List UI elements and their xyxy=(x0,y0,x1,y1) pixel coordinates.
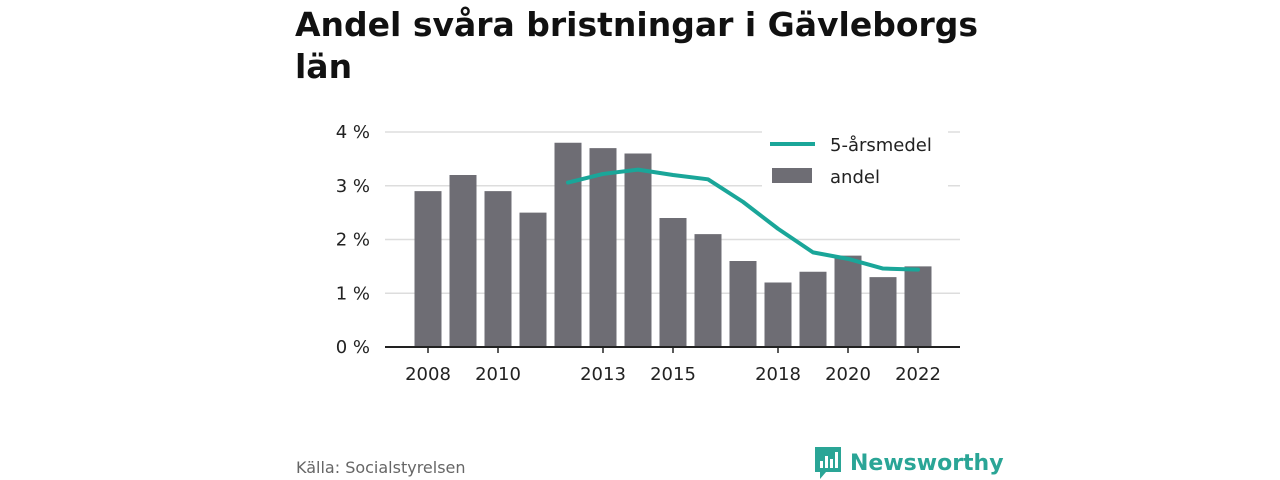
bar xyxy=(449,175,477,347)
x-tick-label: 2008 xyxy=(405,364,451,385)
bar xyxy=(729,261,757,347)
chart-title: Andel svåra bristningar i Gävleborgs län xyxy=(295,5,979,86)
bar xyxy=(624,153,652,347)
brand[interactable]: Newsworthy xyxy=(814,446,1004,480)
x-tick-label: 2020 xyxy=(825,364,871,385)
x-tick-label: 2015 xyxy=(650,364,696,385)
y-tick-label: 1 % xyxy=(336,283,370,304)
y-tick-label: 3 % xyxy=(336,176,370,197)
bar xyxy=(589,148,617,347)
brand-name: Newsworthy xyxy=(850,450,1004,476)
bar xyxy=(869,277,897,347)
x-tick-label: 2018 xyxy=(755,364,801,385)
bar xyxy=(484,191,512,347)
average-line xyxy=(566,167,920,272)
legend-label-average: 5-årsmedel xyxy=(830,135,932,156)
x-tick-label: 2022 xyxy=(895,364,941,385)
bar xyxy=(414,191,442,347)
bars xyxy=(414,142,932,347)
bar xyxy=(694,234,722,347)
y-tick-label: 2 % xyxy=(336,230,370,251)
x-tick-label: 2013 xyxy=(580,364,626,385)
bar xyxy=(764,282,792,347)
bar xyxy=(554,142,582,347)
legend: 5-årsmedel andel xyxy=(762,130,948,188)
bar xyxy=(659,218,687,347)
axes: 0 % 1 % 2 % 3 % 4 % 2008 2010 2013 2015 2018 2020 2… xyxy=(336,122,960,385)
y-tick-label: 0 % xyxy=(336,337,370,358)
bar xyxy=(799,271,827,347)
legend-label-andel: andel xyxy=(830,167,880,188)
newsworthy-logo-icon xyxy=(815,447,841,479)
legend-bar-swatch xyxy=(772,168,812,183)
source-note: Källa: Socialstyrelsen xyxy=(296,458,466,477)
bar xyxy=(904,266,932,347)
y-tick-label: 4 % xyxy=(336,122,370,143)
x-tick-label: 2010 xyxy=(475,364,521,385)
average-line-layer xyxy=(566,167,920,272)
bar xyxy=(519,212,547,347)
bar xyxy=(834,255,862,347)
